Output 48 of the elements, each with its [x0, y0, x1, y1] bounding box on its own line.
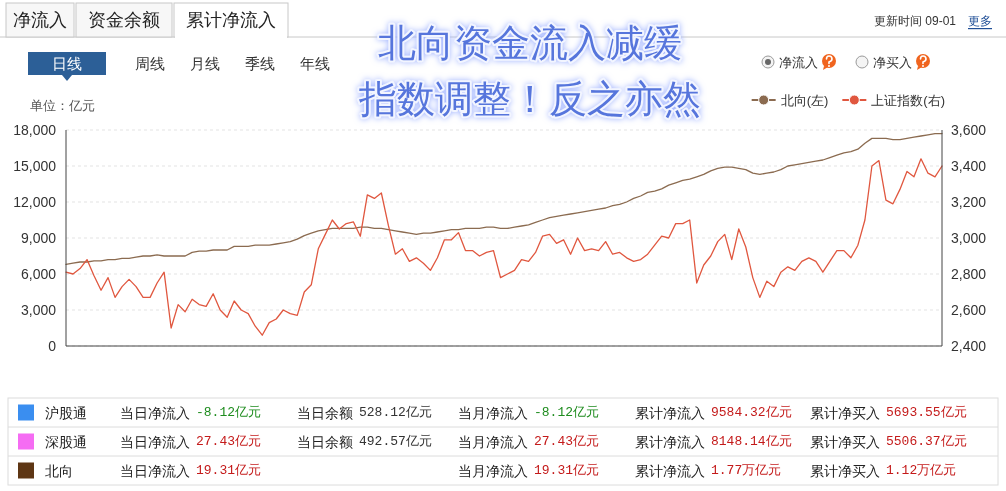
y-tick-label: 0	[48, 338, 57, 354]
text: 深股通	[45, 433, 87, 450]
y-tick-label: 9,000	[20, 230, 57, 246]
text: 当日余额 528.12亿元	[297, 404, 432, 421]
text: 月线	[190, 55, 220, 72]
y-tick-label: 15,000	[13, 158, 57, 174]
text: 累计净流入 9584.32亿元	[635, 404, 792, 421]
text: 累计净流入 8148.14亿元	[635, 433, 792, 450]
text: 累计净买入 5506.37亿元	[810, 433, 967, 450]
y2-tick-label: 3,200	[951, 194, 987, 210]
text: 当日净流入 -8.12亿元	[120, 404, 262, 421]
text: 日线	[52, 55, 82, 72]
legend-label: 北向(左)	[780, 92, 829, 108]
y-axis-title: 单位：亿元	[30, 97, 95, 113]
chart-title: 北向资金流入减缓	[378, 22, 682, 64]
y2-tick-label: 2,800	[951, 266, 987, 282]
text: 当日净流入 19.31亿元	[120, 462, 262, 479]
text: 当月净流入 -8.12亿元	[458, 404, 600, 421]
chart-subtitle: 指数调整！反之亦然	[358, 78, 701, 120]
text: 当月净流入 19.31亿元	[458, 462, 600, 479]
text: 周线	[135, 55, 165, 72]
text: 累计净流入	[186, 10, 276, 30]
y2-tick-label: 2,400	[951, 338, 987, 354]
text: 累计净买入 5693.55亿元	[810, 404, 967, 421]
y-tick-label: 3,000	[20, 302, 57, 318]
y-tick-label: 6,000	[20, 266, 57, 282]
text: 更多	[968, 14, 992, 28]
text: 当月净流入 27.43亿元	[458, 433, 600, 450]
text: 当日净流入 27.43亿元	[120, 433, 262, 450]
y2-tick-label: 2,600	[951, 302, 987, 318]
legend-label: 上证指数(右)	[871, 92, 945, 108]
text: 年线	[300, 55, 330, 72]
y-tick-label: 18,000	[13, 122, 57, 138]
text: 净流入	[13, 10, 67, 30]
text: 季线	[245, 55, 275, 72]
text: 更新时间 09-01	[873, 14, 957, 28]
text: 净流入	[779, 54, 818, 70]
y2-tick-label: 3,400	[951, 158, 987, 174]
text: 累计净买入 1.12万亿元	[810, 462, 957, 479]
y2-tick-label: 3,600	[951, 122, 987, 138]
text: 沪股通	[45, 404, 87, 421]
text: 累计净流入 1.77万亿元	[635, 462, 782, 479]
y-tick-label: 12,000	[13, 194, 57, 210]
text: 当日余额 492.57亿元	[297, 433, 432, 450]
y2-tick-label: 3,000	[951, 230, 987, 246]
text: 净买入	[873, 54, 912, 70]
text: 北向	[45, 462, 73, 479]
text: 资金余额	[88, 10, 160, 30]
